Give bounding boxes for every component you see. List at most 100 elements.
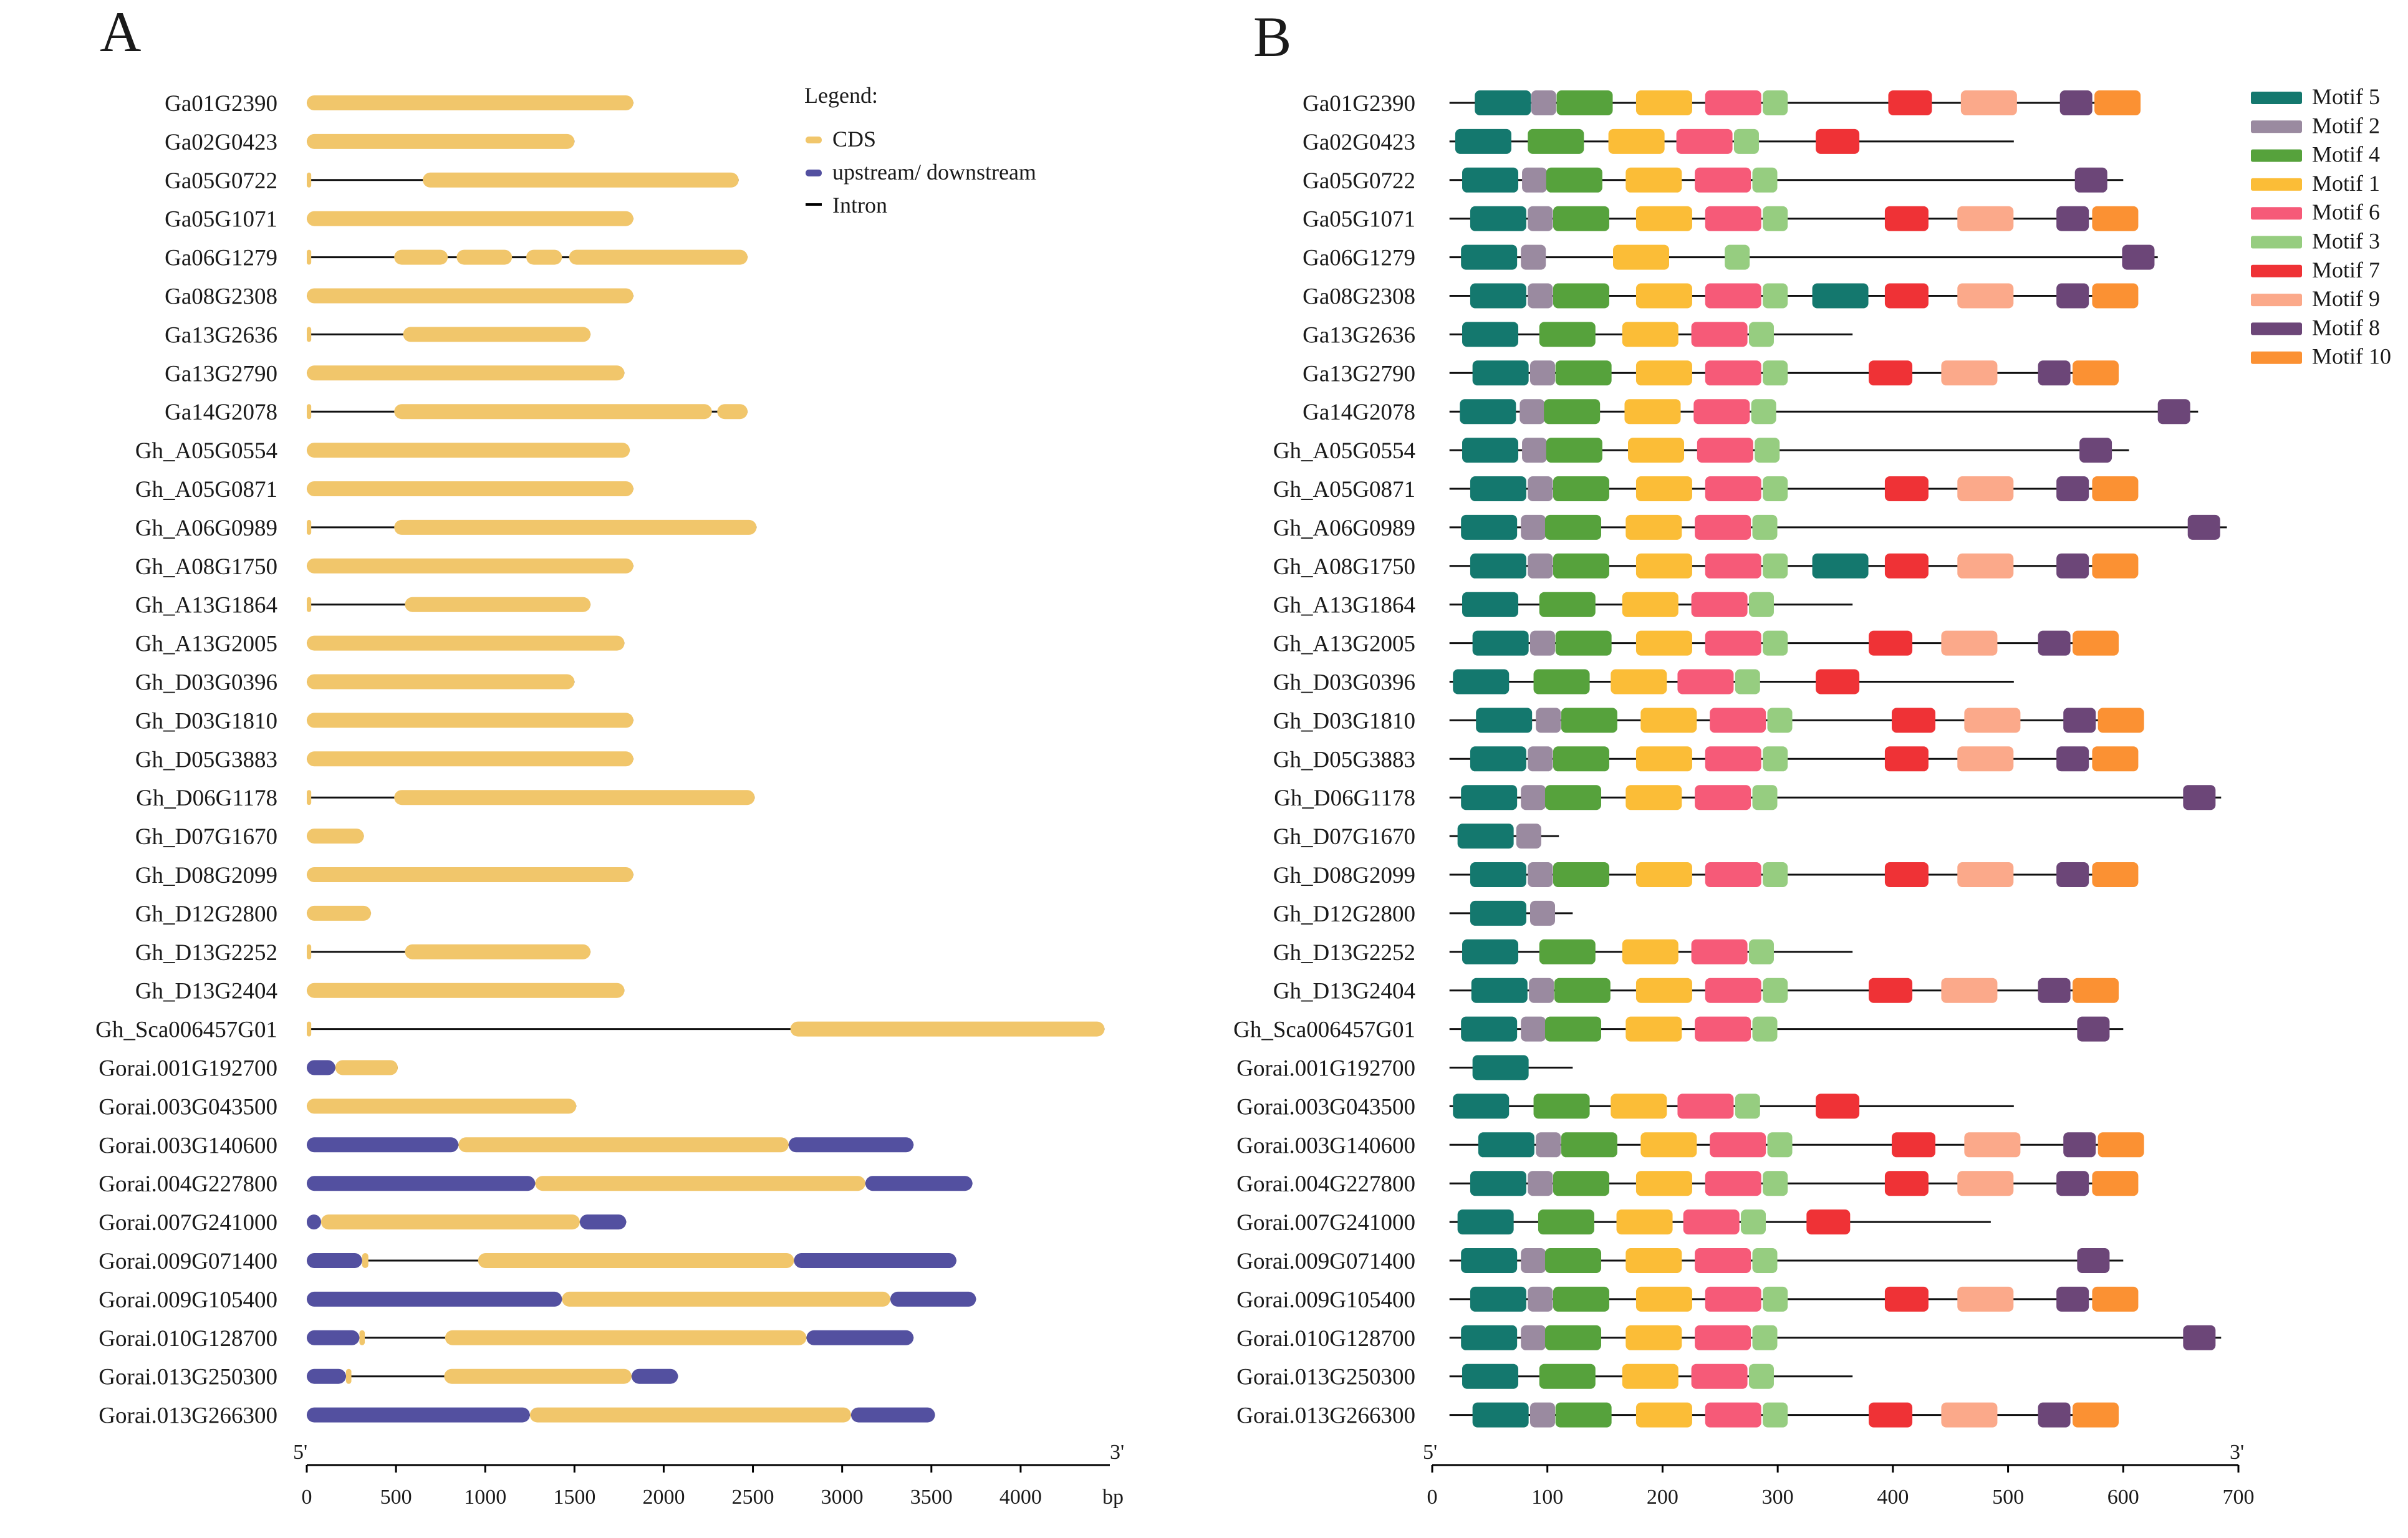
motif-4-box (1555, 630, 1612, 656)
motif-9-box (1957, 746, 2014, 772)
motif-5-box (1470, 1171, 1526, 1196)
motif-8-box (2059, 90, 2093, 115)
motif-2-box (1521, 785, 1546, 810)
gene-name: Ga13G2636 (165, 322, 277, 348)
protein-row-Gh_D08G2099: Gh_D08G2099 (1273, 862, 2139, 888)
utr-block (307, 1368, 346, 1384)
gene-name: Gh_D05G3883 (135, 747, 277, 772)
protein-row-Gh_D03G0396: Gh_D03G0396 (1273, 669, 2014, 696)
panel-a-tick-label: 3000 (821, 1486, 864, 1509)
gene-row-Gh_A13G2005: Gh_A13G2005 (135, 632, 625, 657)
motif-legend-label: Motif 4 (2312, 142, 2380, 167)
motif-3-box (1763, 553, 1788, 579)
motif-3-box (1748, 1363, 1774, 1389)
motif-8-box (2038, 630, 2071, 656)
motif-7-box (1869, 360, 1913, 386)
panel-b-tick-label: 200 (1647, 1486, 1678, 1509)
motif-legend-label: Motif 8 (2312, 315, 2380, 340)
panel-b-tick-label: 0 (1427, 1486, 1438, 1509)
motif-7-box (1884, 1171, 1929, 1196)
motif-1-box (1624, 399, 1681, 425)
utr-block (307, 1137, 459, 1153)
motif-3-box (1767, 708, 1793, 733)
motif-2-box (1530, 360, 1556, 386)
motif-5-box (1460, 399, 1516, 425)
protein-row-Gh_Sca006457G01: Gh_Sca006457G01 (1233, 1016, 2124, 1043)
protein-name: Gorai.007G241000 (1236, 1210, 1415, 1236)
motif-3-box (1763, 1286, 1788, 1312)
motif-1-box (1635, 206, 1692, 231)
motif-1-box (1611, 669, 1667, 695)
motif-9-box (1941, 978, 1998, 1003)
motif-4-box (1533, 1093, 1590, 1119)
utr-block (307, 1214, 321, 1230)
gene-row-Gh_A08G1750: Gh_A08G1750 (135, 554, 633, 580)
panel-b-tick-label: 400 (1877, 1486, 1909, 1509)
cds-block (394, 519, 757, 535)
gene-row-Ga05G1071: Ga05G1071 (165, 207, 633, 233)
motif-6-box (1705, 1286, 1761, 1312)
protein-row-Ga13G2790: Ga13G2790 (1303, 360, 2119, 387)
motif-3-box (1752, 1016, 1778, 1042)
motif-5-box (1812, 283, 1869, 309)
motif-2-box (1519, 399, 1545, 425)
panel-a-tick-label: 2000 (642, 1486, 685, 1509)
motif-8-box (2122, 244, 2155, 270)
cds-block (307, 1021, 312, 1037)
motif-5-box (1812, 553, 1869, 579)
motif-8-box (2183, 785, 2216, 810)
panel-b-letter: B (1253, 5, 1291, 69)
motif-8-box (2187, 514, 2220, 540)
protein-name: Gh_A13G1864 (1273, 593, 1415, 618)
motif-5-box (1470, 476, 1526, 501)
cds-block (444, 1368, 632, 1384)
motif-7-box (1884, 1286, 1929, 1312)
motif-1-box (1635, 978, 1692, 1003)
motif-2-box (1528, 553, 1553, 579)
cds-block (405, 944, 591, 959)
motif-3-box (1763, 1402, 1788, 1428)
motif-7-box (1816, 1093, 1860, 1119)
gene-row-Gorai.001G192700: Gorai.001G192700 (99, 1056, 398, 1082)
motif-legend-label: Motif 10 (2312, 344, 2391, 369)
gene-row-Gorai.010G128700: Gorai.010G128700 (99, 1326, 914, 1352)
motif-7-box (1869, 1402, 1913, 1428)
motif-1-box (1625, 1325, 1682, 1350)
motif-6-box (1691, 1363, 1748, 1389)
gene-row-Gh_D03G1810: Gh_D03G1810 (135, 708, 633, 734)
gene-name: Gh_A08G1750 (135, 554, 277, 580)
cds-block (307, 905, 372, 921)
panel-a-axis-unit: bp (1102, 1486, 1124, 1509)
motif-5-box (1478, 1132, 1534, 1158)
motif-8-box (2038, 978, 2071, 1003)
motif-7-box (1884, 283, 1929, 309)
gene-name: Gh_A13G1864 (135, 593, 277, 618)
protein-name: Gorai.013G250300 (1236, 1365, 1415, 1390)
motif-6-box (1691, 592, 1748, 617)
protein-name: Ga06G1279 (1303, 246, 1415, 271)
motif-3-box (1763, 360, 1788, 386)
motif-2-box (1528, 476, 1553, 501)
motif-6-box (1695, 1016, 1751, 1042)
protein-name: Gh_Sca006457G01 (1233, 1017, 1415, 1043)
motif-10-box (2092, 283, 2139, 309)
motif-7-box (1888, 90, 1932, 115)
motif-5-box (1461, 1325, 1518, 1350)
motif-2-box (1530, 900, 1556, 926)
cds-block (569, 249, 748, 265)
motif-2-box (1521, 514, 1546, 540)
motif-8-box (2077, 1016, 2110, 1042)
motif-10-box (2097, 708, 2144, 733)
motif-4-box (1553, 1171, 1609, 1196)
cds-block (307, 829, 364, 844)
motif-1-box (1635, 476, 1692, 501)
panel-a-legend: Legend: CDS upstream/ downstream Intron (804, 83, 1036, 218)
motif-6-box (1705, 1402, 1761, 1428)
gene-row-Gorai.004G227800: Gorai.004G227800 (99, 1171, 973, 1197)
motif-3-box (1763, 1171, 1788, 1196)
motif-5-box (1462, 438, 1519, 463)
utr-block (307, 1253, 362, 1268)
motif-1-box (1635, 553, 1692, 579)
motif-legend-swatch (2251, 92, 2302, 104)
motif-8-box (2077, 1248, 2110, 1273)
